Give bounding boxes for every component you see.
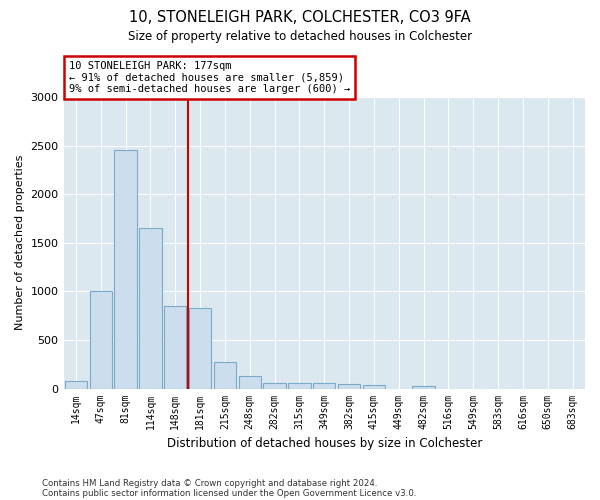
Bar <box>338 384 360 388</box>
Text: 10, STONELEIGH PARK, COLCHESTER, CO3 9FA: 10, STONELEIGH PARK, COLCHESTER, CO3 9FA <box>129 10 471 25</box>
Text: Contains public sector information licensed under the Open Government Licence v3: Contains public sector information licen… <box>42 488 416 498</box>
Text: Contains HM Land Registry data © Crown copyright and database right 2024.: Contains HM Land Registry data © Crown c… <box>42 478 377 488</box>
Bar <box>263 382 286 388</box>
Bar <box>239 376 261 388</box>
Text: Size of property relative to detached houses in Colchester: Size of property relative to detached ho… <box>128 30 472 43</box>
Bar <box>313 383 335 388</box>
Bar <box>214 362 236 388</box>
Bar <box>288 383 311 388</box>
Text: 10 STONELEIGH PARK: 177sqm
← 91% of detached houses are smaller (5,859)
9% of se: 10 STONELEIGH PARK: 177sqm ← 91% of deta… <box>69 61 350 94</box>
Bar <box>164 306 187 388</box>
Bar <box>189 308 211 388</box>
Bar <box>363 385 385 388</box>
Bar <box>65 382 87 388</box>
X-axis label: Distribution of detached houses by size in Colchester: Distribution of detached houses by size … <box>167 437 482 450</box>
Bar <box>115 150 137 388</box>
Bar <box>139 228 161 388</box>
Bar <box>89 292 112 388</box>
Bar <box>412 386 435 388</box>
Y-axis label: Number of detached properties: Number of detached properties <box>15 155 25 330</box>
